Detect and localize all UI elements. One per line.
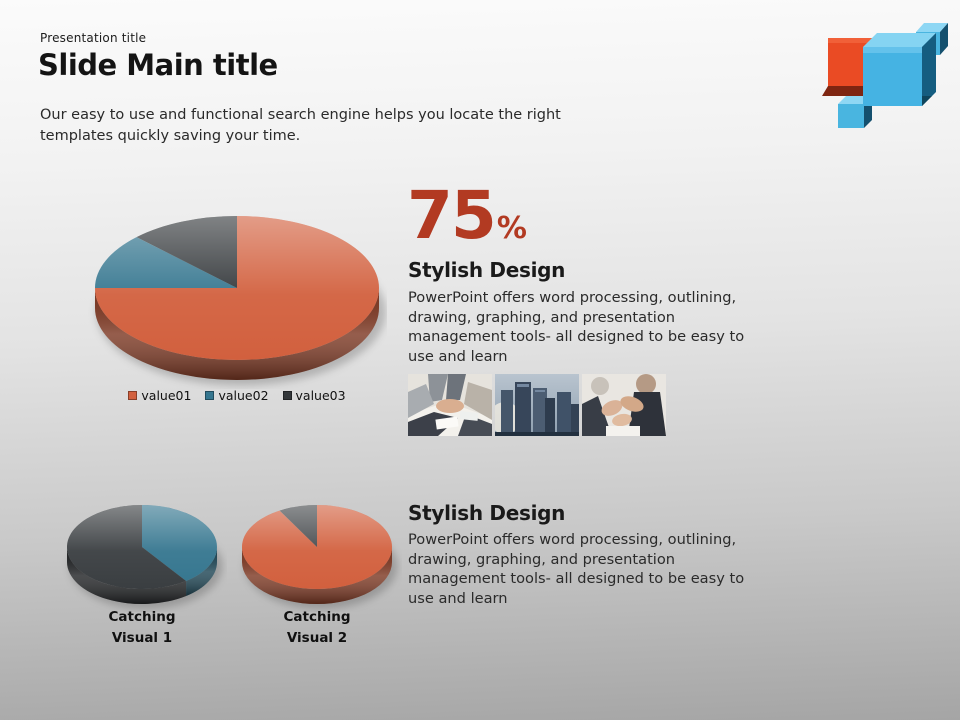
caption-visual-2: Catching Visual 2 [283, 609, 351, 646]
presentation-title: Presentation title [40, 31, 147, 45]
legend-item-value03: value03 [282, 388, 346, 403]
team-meeting-photo [408, 374, 492, 436]
section-2-heading: Stylish Design [408, 501, 566, 525]
big-blue-cube [863, 33, 936, 106]
section-1-body: PowerPoint offers word processing, outli… [408, 289, 745, 365]
legend-label-value02: value02 [218, 388, 269, 403]
legend-swatch-value02 [205, 391, 215, 400]
caption-visual-1: Catching Visual 1 [108, 609, 176, 646]
main-pie-chart [87, 204, 387, 389]
section-2-body: PowerPoint offers word processing, outli… [408, 531, 745, 607]
legend-item-value01: value01 [128, 388, 191, 403]
section-1-heading: Stylish Design [408, 258, 566, 282]
legend-swatch-value03 [282, 391, 292, 400]
slide-intro-text: Our easy to use and functional search en… [40, 107, 561, 144]
pie-catching-visual-2 [232, 497, 402, 612]
slide-main-title: Slide Main title [38, 48, 278, 82]
pie-catching-visual-1 [57, 497, 227, 612]
legend-label-value01: value01 [141, 388, 192, 403]
legend-swatch-value01 [128, 391, 138, 400]
legend-label-value03: value03 [295, 388, 346, 403]
cubes-logo-icon [822, 23, 948, 128]
stat-75-percent: 75 % [407, 183, 527, 249]
legend-item-value02: value02 [205, 388, 269, 403]
applause-photo [582, 374, 666, 436]
photo-strip [408, 374, 666, 436]
city-skyline-photo [495, 374, 579, 436]
stat-number: 75 [407, 177, 497, 254]
pie-legend: value01 value02 value03 [87, 388, 387, 403]
stat-unit: % [496, 211, 527, 246]
